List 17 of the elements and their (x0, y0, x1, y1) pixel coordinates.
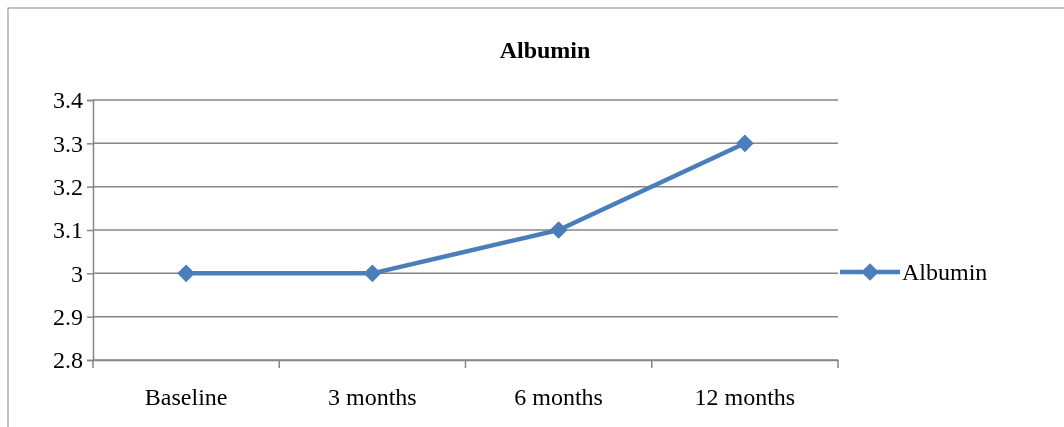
x-tick-label: Baseline (144, 384, 228, 411)
point (177, 264, 195, 283)
y-tick-label: 3.1 (53, 217, 83, 244)
x-tick-label: 3 months (328, 384, 417, 411)
point (549, 221, 568, 239)
x-tick-label: 12 months (694, 384, 796, 411)
legend-label: Albumin (902, 259, 988, 285)
y-tick-label: 2.8 (53, 347, 83, 374)
point (736, 134, 754, 153)
point (363, 264, 382, 283)
x-tick-label: 6 months (514, 384, 603, 411)
y-tick-label: 3 (71, 260, 83, 287)
y-tick-label: 3.4 (53, 87, 83, 114)
y-tick-label: 3.2 (53, 173, 83, 200)
y-tick-label: 2.9 (53, 303, 83, 330)
y-tick-label: 3.3 (53, 130, 83, 157)
chart-title: Albumin (499, 37, 591, 63)
